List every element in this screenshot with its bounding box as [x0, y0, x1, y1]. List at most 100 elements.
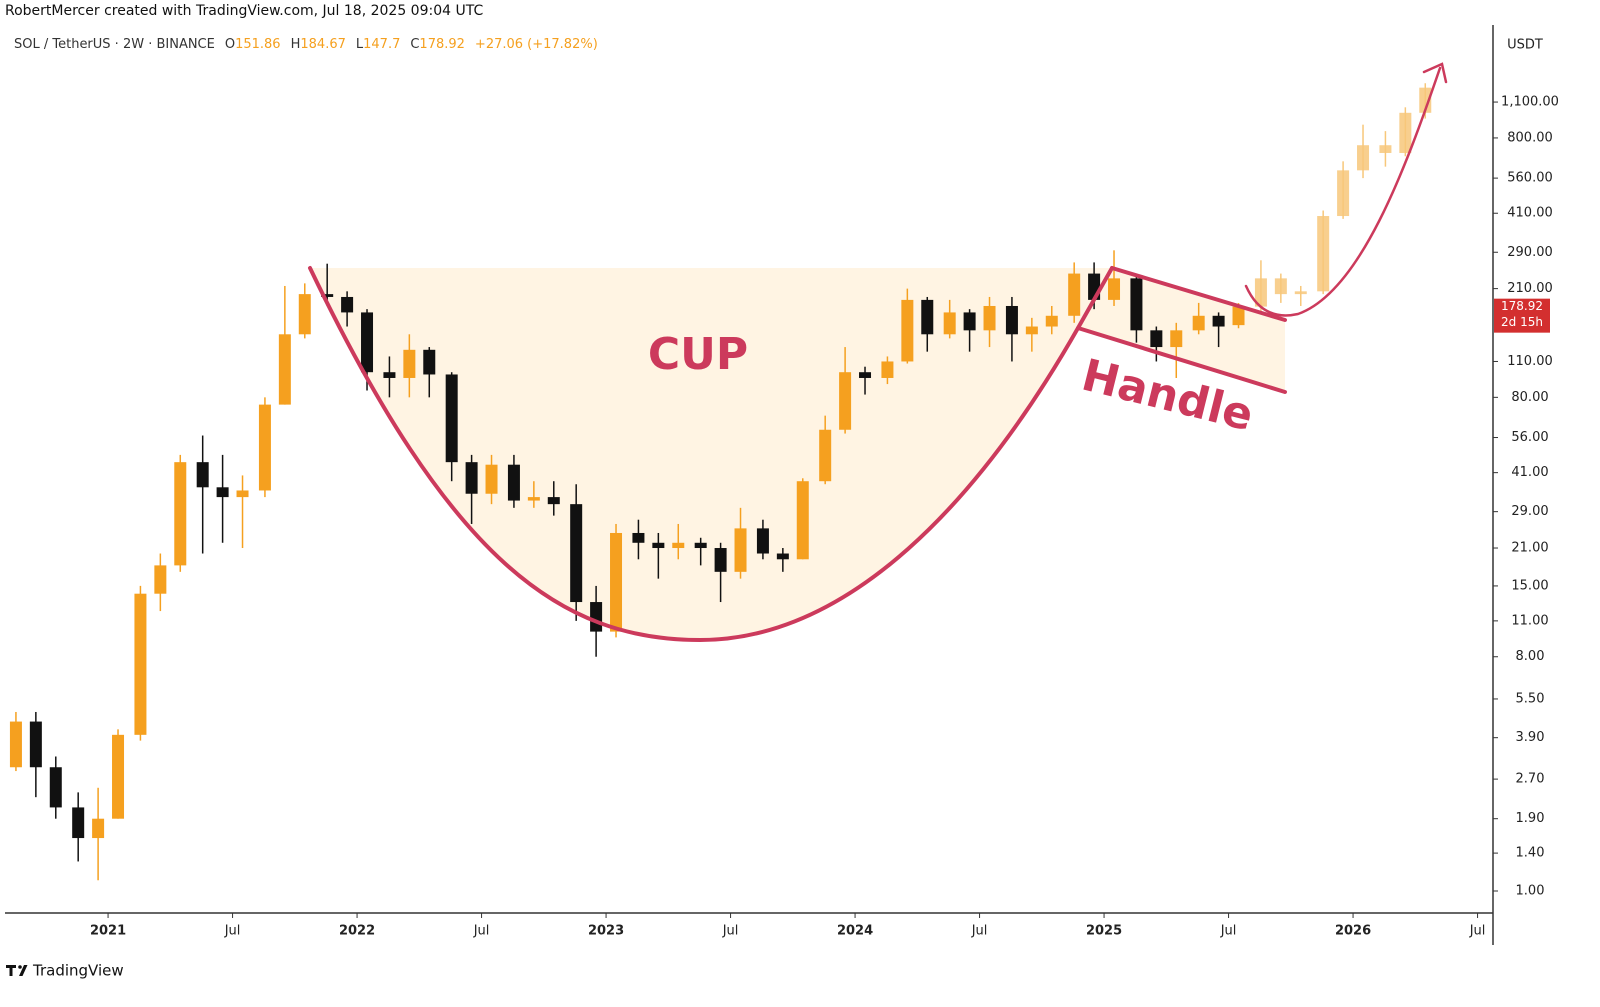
candle-body	[1005, 305, 1018, 335]
x-tick-label: Jul	[1469, 924, 1486, 939]
y-tick-label: 8.00	[1516, 649, 1545, 664]
candle-body	[278, 334, 291, 405]
ohlc-label: H	[291, 37, 301, 52]
y-tick-label: 2.70	[1516, 772, 1545, 787]
candle-body	[1212, 315, 1225, 327]
candle-body	[29, 721, 42, 768]
candle-body	[714, 548, 727, 572]
x-tick-label: 2025	[1086, 924, 1122, 939]
x-tick-label: Jul	[722, 924, 739, 939]
handle-lower	[1076, 326, 1287, 394]
x-tick-label: 2024	[837, 924, 873, 939]
cup-label: CUP	[648, 329, 748, 380]
ohlc-value: 151.86	[235, 37, 281, 52]
candle-body	[796, 481, 809, 560]
candle-body	[921, 299, 934, 335]
candle-body	[776, 553, 789, 560]
currency: USDT	[1507, 38, 1543, 53]
change: +27.06 (+17.82%)	[475, 37, 598, 52]
ohlc-value: 184.67	[300, 37, 346, 52]
projection-arrow	[1244, 66, 1442, 317]
candle-body	[174, 462, 187, 566]
y-tick-label: 110.00	[1507, 354, 1553, 369]
candle-body	[610, 532, 623, 632]
drawings	[308, 62, 1448, 643]
y-tick-label: 1,100.00	[1501, 95, 1559, 110]
price-tag	[1494, 298, 1550, 333]
candle-body	[321, 294, 334, 297]
symbol: SOL / TetherUS · 2W · BINANCE	[14, 37, 215, 52]
x-tick-label: 2022	[339, 924, 375, 939]
y-tick-label: 11.00	[1511, 613, 1548, 628]
candle-body	[383, 372, 396, 378]
candle-body	[485, 464, 498, 494]
y-tick-label: 1.90	[1516, 811, 1545, 826]
candle-body	[1025, 326, 1038, 335]
candle-body	[72, 807, 85, 839]
candle-body	[258, 404, 271, 491]
candle-body	[1317, 216, 1330, 292]
y-tick-label: 210.00	[1507, 281, 1553, 296]
candle-body	[839, 372, 852, 430]
candle-body	[570, 504, 583, 603]
x-tick-label: Jul	[224, 924, 241, 939]
candle-body	[734, 528, 747, 572]
candle-body	[1357, 145, 1370, 171]
candle-body	[92, 818, 105, 839]
x-tick-label: 2023	[588, 924, 624, 939]
handle-upper	[1110, 266, 1287, 322]
candle-body	[672, 542, 685, 549]
candle-body	[632, 532, 645, 543]
candle-body	[694, 542, 707, 549]
pattern-shade	[310, 268, 1285, 640]
cup-curve	[308, 266, 1114, 643]
y-tick-label: 41.00	[1511, 465, 1548, 480]
candle-body	[361, 312, 374, 373]
symbol-line: SOL / TetherUS · 2W · BINANCE O151.86 H184…	[14, 37, 598, 52]
y-tick-label: 290.00	[1507, 245, 1553, 260]
candle-body	[1379, 145, 1392, 153]
y-tick-label: 1.40	[1516, 846, 1545, 861]
candle-body	[943, 312, 956, 335]
candle-body	[1192, 315, 1205, 331]
y-tick-label: 56.00	[1511, 430, 1548, 445]
candle-body	[112, 734, 125, 819]
y-tick-label: 560.00	[1507, 171, 1553, 186]
candle-body	[1274, 278, 1287, 295]
candle-body	[1150, 330, 1163, 348]
y-tick-label: 1.00	[1516, 884, 1545, 899]
candle-body	[1294, 291, 1307, 295]
candle-body	[216, 487, 229, 498]
x-tick-label: Jul	[473, 924, 490, 939]
candle-body	[403, 349, 416, 378]
candle-body	[901, 299, 914, 362]
candle-body	[756, 528, 769, 554]
candle-body	[527, 497, 540, 501]
candle-body	[1232, 306, 1245, 326]
candle-body	[1254, 278, 1267, 307]
candle-body	[652, 542, 665, 549]
candle-body	[859, 372, 872, 378]
x-tick-label: 2021	[90, 924, 126, 939]
candle-body	[423, 349, 436, 375]
candle-body	[1130, 278, 1143, 331]
candle-body	[963, 312, 976, 331]
candle-body	[881, 361, 894, 378]
candle-body	[341, 296, 354, 313]
ohlc-value: 147.7	[363, 37, 400, 52]
y-tick-label: 80.00	[1511, 390, 1548, 405]
candle-body	[445, 374, 458, 463]
candle-body	[134, 593, 147, 735]
candle-body	[547, 497, 560, 505]
candle-body	[1337, 170, 1350, 217]
credit: RobertMercer created with TradingView.co…	[5, 3, 483, 19]
ohlc-label: C	[410, 37, 419, 52]
countdown: 2d 15h	[1501, 315, 1543, 329]
x-tick-label: Jul	[971, 924, 988, 939]
candles	[9, 83, 1432, 881]
ohlc-label: L	[356, 37, 364, 52]
logo-text: TradingView	[32, 962, 124, 980]
candle-body	[1399, 112, 1412, 153]
candle-body	[465, 462, 478, 494]
